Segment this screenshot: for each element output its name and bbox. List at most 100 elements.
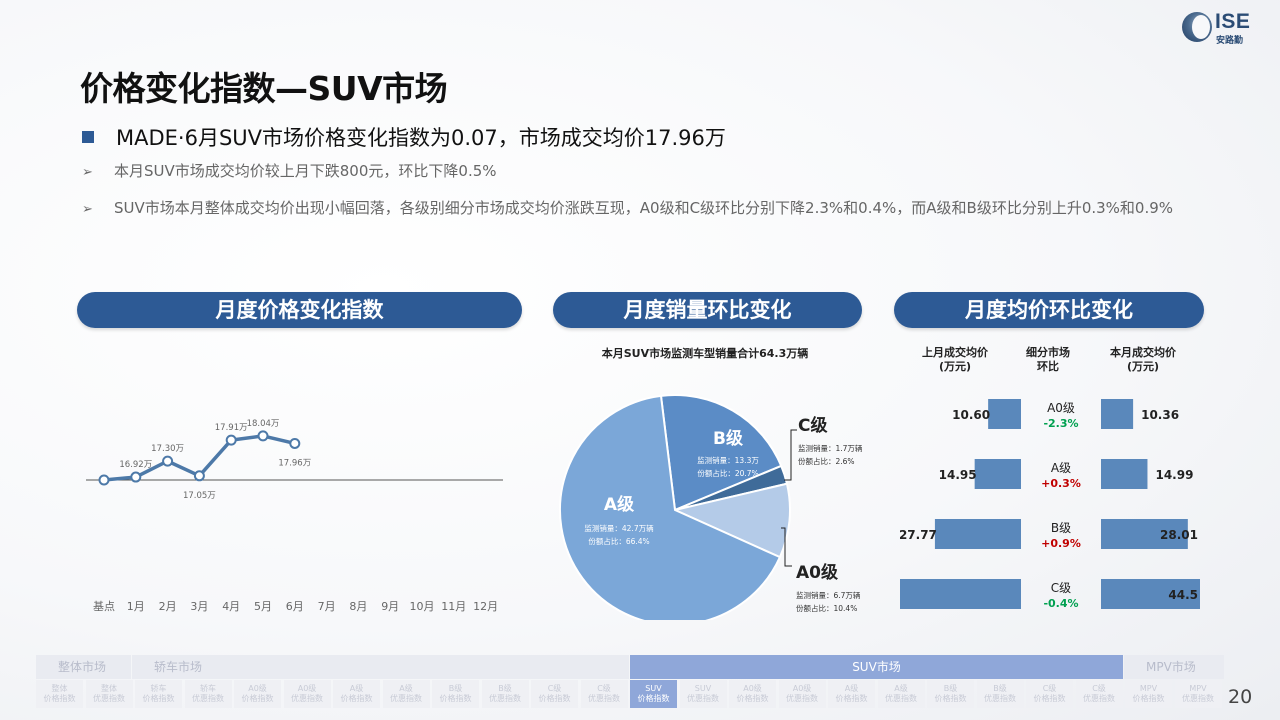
nav-cell-link[interactable]: MPV 优惠指数: [1174, 680, 1222, 708]
nav-group-row: 整体市场 轿车市场 SUV市场 MPV市场: [36, 655, 1224, 679]
prev-price-bar: [934, 519, 1021, 549]
nav-cell-link[interactable]: A0级 价格指数: [234, 680, 281, 708]
nav-cell-link[interactable]: C级 价格指数: [1026, 680, 1073, 708]
pie-slice: [659, 394, 783, 512]
company-logo: ISE 安路勤: [1182, 10, 1254, 46]
arrow-bullet-icon: ➢: [82, 165, 93, 180]
segment-label: A级: [1051, 461, 1071, 475]
prev-price-label: 27.77: [900, 528, 937, 542]
data-point: [130, 471, 142, 483]
pie-slice: [671, 482, 791, 559]
prev-price-bar: [974, 459, 1021, 489]
cur-price-bar: [1101, 579, 1200, 609]
x-tick-label: 3月: [190, 600, 208, 613]
nav-cell-link[interactable]: MPV 价格指数: [1125, 680, 1172, 708]
x-tick-label: 8月: [349, 600, 367, 613]
nav-cell-link[interactable]: C级 优惠指数: [580, 680, 628, 708]
data-point: [257, 430, 269, 442]
cur-price-label: 10.36: [1141, 408, 1179, 422]
x-tick-label: 5月: [254, 600, 272, 613]
page-number: 20: [1228, 686, 1253, 708]
x-tick-label: 1月: [127, 600, 145, 613]
logo-subtitle: 安路勤: [1216, 36, 1244, 46]
nav-cell-link[interactable]: SUV 优惠指数: [679, 680, 727, 708]
nav-cell-link[interactable]: A0级 价格指数: [729, 680, 776, 708]
nav-cell-link[interactable]: A级 价格指数: [828, 680, 875, 708]
change-label: +0.9%: [1041, 537, 1081, 550]
nav-cell-link[interactable]: B级 优惠指数: [976, 680, 1024, 708]
nav-group-tab[interactable]: SUV市场: [630, 655, 1123, 679]
prev-price-label: 14.95: [939, 468, 977, 482]
nav-cell-link[interactable]: A0级 优惠指数: [778, 680, 826, 708]
nav-cell-link[interactable]: B级 价格指数: [927, 680, 974, 708]
x-tick-label: 7月: [318, 600, 336, 613]
slice-share: 份额占比：10.4%: [796, 603, 857, 613]
nav-cell-link[interactable]: 轿车 价格指数: [135, 680, 182, 708]
nav-cell-link[interactable]: 轿车 优惠指数: [184, 680, 232, 708]
headline-text: MADE·6月SUV市场价格变化指数为0.07，市场成交均价17.96万: [116, 126, 726, 150]
nav-cell-link[interactable]: A0级 优惠指数: [283, 680, 331, 708]
slice-volume: 监测销量：6.7万辆: [796, 590, 861, 600]
nav-cell-link[interactable]: 整体 价格指数: [36, 680, 83, 708]
x-tick-label: 12月: [473, 600, 498, 613]
nav-group-tab[interactable]: 轿车市场: [132, 655, 629, 679]
prev-price-bar: [900, 579, 1021, 609]
bottom-navigation: 整体市场 轿车市场 SUV市场 MPV市场 整体 价格指数 整体 优惠指数 轿车 价格指数 轿车优…: [36, 655, 1224, 720]
cur-price-label: 44.5: [1168, 588, 1198, 602]
column-header: 上月成交均价: [922, 345, 989, 359]
data-point: [289, 437, 301, 449]
headline: MADE·6月SUV市场价格变化指数为0.07，市场成交均价17.96万: [82, 122, 726, 152]
nav-cell-row: 整体 价格指数 整体 优惠指数 轿车 价格指数 轿车 优惠指数 A0级 价格指数 A0级 优惠指数 A级…: [36, 680, 1224, 710]
segment-label: C级: [1051, 581, 1071, 595]
slice-volume: 监测销量：1.7万辆: [798, 443, 863, 453]
prev-price-label: 10.60: [952, 408, 990, 422]
nav-cell-link[interactable]: C级 优惠指数: [1075, 680, 1123, 708]
slice-name: A0级: [796, 562, 838, 583]
data-point: [225, 434, 237, 446]
segment-label: B级: [1051, 521, 1071, 535]
data-label: 17.91万: [215, 423, 248, 433]
x-tick-label: 11月: [441, 600, 466, 613]
cur-price-bar: [1101, 519, 1188, 549]
bullet-text: SUV市场本月整体成交均价出现小幅回落，各级别细分市场成交均价涨跌互现，A0级和…: [114, 199, 1174, 217]
column-header: (万元): [939, 360, 971, 373]
nav-cell-link[interactable]: A级 优惠指数: [877, 680, 925, 708]
data-label: 17.96万: [278, 458, 311, 468]
data-label: 18.04万: [247, 419, 280, 429]
x-tick-label: 6月: [286, 600, 304, 613]
nav-cell-link[interactable]: B级 价格指数: [432, 680, 479, 708]
logo-brand: ISE: [1215, 10, 1251, 33]
cur-price-label: 14.99: [1155, 468, 1193, 482]
slice-volume: 监测销量：13.3万: [697, 455, 759, 465]
column-header: 环比: [1037, 359, 1059, 373]
slice-share: 份额占比：66.4%: [588, 536, 649, 546]
page-title: 价格变化指数—SUV市场: [80, 69, 448, 108]
nav-cell-link[interactable]: A级 价格指数: [333, 680, 380, 708]
leader-line: [781, 527, 792, 567]
section-header-avg-price-change: 月度均价环比变化: [894, 292, 1204, 328]
change-label: -2.3%: [1043, 417, 1078, 430]
nav-cell-link[interactable]: A级 优惠指数: [382, 680, 430, 708]
data-label: 17.30万: [151, 444, 184, 454]
nav-cell-link[interactable]: 整体 优惠指数: [85, 680, 133, 708]
data-point: [98, 474, 110, 486]
nav-cell-link[interactable]: C级 价格指数: [531, 680, 578, 708]
change-label: -0.4%: [1043, 597, 1078, 610]
bullet-text: 本月SUV市场成交均价较上月下跌800元，环比下降0.5%: [114, 162, 497, 180]
column-header: (万元): [1127, 360, 1159, 373]
nav-cell-link[interactable]: B级 优惠指数: [481, 680, 529, 708]
column-header: 本月成交均价: [1110, 345, 1177, 359]
column-header: 细分市场: [1026, 345, 1070, 359]
pie-title: 本月SUV市场监测车型销量合计64.3万辆: [602, 346, 809, 360]
slice-name: B级: [713, 428, 743, 449]
nav-cell-link[interactable]: SUV 价格指数: [630, 680, 677, 708]
cur-price-bar: [1101, 459, 1148, 489]
prev-price-bar: [988, 399, 1021, 429]
nav-group-tab[interactable]: 整体市场: [36, 655, 131, 679]
slice-name: C级: [798, 415, 827, 436]
data-label: 16.92万: [119, 460, 152, 470]
square-bullet-icon: [82, 131, 94, 143]
segment-label: A0级: [1047, 401, 1075, 415]
nav-group-tab[interactable]: MPV市场: [1124, 655, 1224, 679]
